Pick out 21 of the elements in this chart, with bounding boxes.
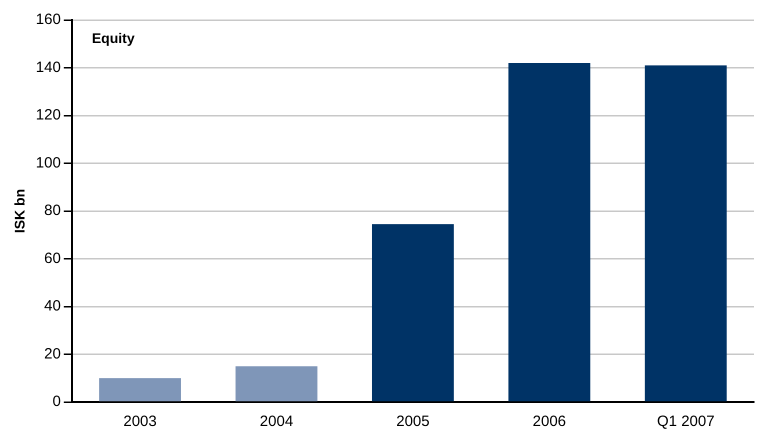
bar <box>99 378 181 402</box>
bar <box>236 366 318 402</box>
bar <box>508 62 590 402</box>
x-tick-label: 2003 <box>123 413 157 430</box>
bar <box>644 65 727 402</box>
x-tick-label: 2006 <box>532 413 566 430</box>
y-tick-label: 100 <box>36 154 61 172</box>
y-axis-title: ISK bn <box>11 188 28 234</box>
x-tick-label: 2004 <box>260 413 294 430</box>
y-tick-label: 80 <box>44 202 61 220</box>
x-tick-label: 2005 <box>396 413 430 430</box>
y-tick-label: 160 <box>36 11 61 28</box>
x-tick-label: Q1 2007 <box>657 413 715 430</box>
y-tick-label: 0 <box>52 393 61 410</box>
y-tick-label: 120 <box>36 106 61 124</box>
y-tick-label: 20 <box>44 345 61 362</box>
text: Equity <box>92 30 135 46</box>
bar <box>372 224 454 402</box>
y-tick-label: 60 <box>44 250 61 267</box>
y-tick-label: 40 <box>44 298 61 315</box>
y-tick-label: 140 <box>36 58 61 76</box>
